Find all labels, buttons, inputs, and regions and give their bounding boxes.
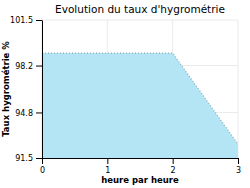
tick-label: 2 <box>171 166 176 175</box>
tick-label: 0 <box>40 166 45 175</box>
marks <box>42 53 238 158</box>
tick: 98.2 <box>15 62 42 71</box>
title: Evolution du taux d'hygrométrie <box>55 3 225 15</box>
tick: 3 <box>236 158 241 175</box>
grid <box>42 20 238 158</box>
grid-line <box>238 20 239 158</box>
tick: 2 <box>171 158 176 175</box>
tick-label: 1 <box>105 166 110 175</box>
tick: 1 <box>105 158 110 175</box>
tick-mark <box>36 20 42 21</box>
tick-label: 91.5 <box>15 154 33 163</box>
tick-label: 101.5 <box>10 16 33 25</box>
tick-mark <box>173 158 174 164</box>
tick-mark <box>238 158 239 164</box>
plot: 0 1 2 3 91.5 94.8 98.2 101.5 <box>10 16 241 175</box>
tick-mark <box>36 158 42 159</box>
tick-label: 98.2 <box>15 62 33 71</box>
tick-label: 94.8 <box>15 109 33 118</box>
tick-label: 3 <box>236 166 241 175</box>
tick: 91.5 <box>15 154 42 163</box>
tick: 101.5 <box>10 16 42 25</box>
tick-mark <box>36 112 42 113</box>
grid-line <box>42 20 238 21</box>
axis-line <box>43 158 239 159</box>
grid-line <box>42 20 43 158</box>
y-axis-title: Taux hygrométrie % <box>1 41 11 137</box>
x-axis-title: heure par heure <box>101 175 179 185</box>
axis-line <box>42 21 43 159</box>
line <box>42 53 238 144</box>
y-axis: 91.5 94.8 98.2 101.5 <box>10 16 42 163</box>
tick-mark <box>42 158 43 164</box>
tick: 0 <box>40 158 45 175</box>
tick: 94.8 <box>15 109 42 118</box>
x-axis: 0 1 2 3 <box>40 158 241 175</box>
chart: 0 1 2 3 91.5 94.8 98.2 101.5 Evolution du taux d… <box>0 0 250 188</box>
tick-mark <box>36 66 42 67</box>
tick-mark <box>107 158 108 164</box>
area <box>42 53 238 158</box>
